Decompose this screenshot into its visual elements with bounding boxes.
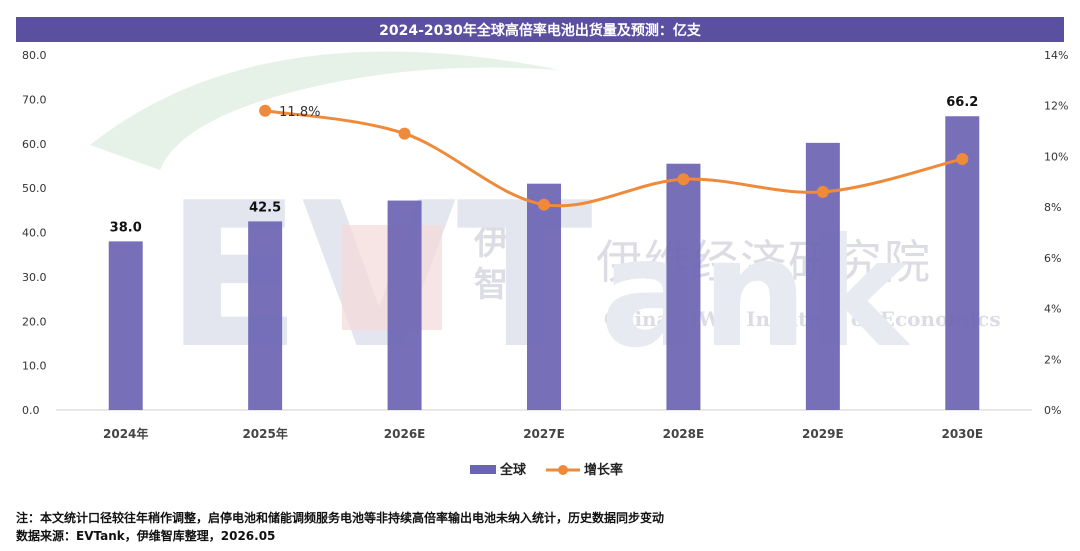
bar-1 bbox=[108, 241, 143, 410]
watermark-ank-shape: ank bbox=[600, 207, 911, 381]
y-right-tick-label: 14% bbox=[1044, 49, 1068, 62]
growth-rate-point-2 bbox=[259, 104, 272, 117]
bar-7 bbox=[945, 116, 980, 411]
legend-bar-swatch bbox=[470, 465, 496, 474]
footnote-source: 数据来源：EVTank，伊维智库整理，2026.05 bbox=[16, 529, 276, 543]
x-tick-label: 2024年 bbox=[103, 426, 148, 441]
y-left-tick-label: 0.0 bbox=[22, 404, 40, 417]
bar-6 bbox=[805, 142, 840, 411]
x-tick-label: 2025年 bbox=[242, 426, 287, 441]
bar-3 bbox=[387, 200, 422, 410]
y-left-tick-label: 40.0 bbox=[22, 227, 47, 240]
y-left-tick-label: 50.0 bbox=[22, 182, 47, 195]
line-data-label: 11.8% bbox=[279, 105, 320, 120]
footnote-note: 注：本文统计口径较往年稍作调整，启停电池和储能调频服务电池等非持续高倍率输出电池… bbox=[16, 511, 665, 525]
y-left-tick-label: 20.0 bbox=[22, 315, 47, 328]
bar-5 bbox=[666, 163, 701, 410]
y-left-tick-label: 30.0 bbox=[22, 271, 47, 284]
x-tick-label: 2029E bbox=[802, 427, 844, 441]
growth-rate-point-5 bbox=[677, 173, 690, 186]
y-right-tick-label: 0% bbox=[1044, 404, 1061, 417]
chart-canvas: EVTank0.010.020.030.040.050.060.070.080.… bbox=[22, 49, 1068, 478]
y-right-tick-label: 6% bbox=[1044, 252, 1061, 265]
legend-line-label: 增长率 bbox=[584, 462, 623, 478]
x-tick-label: 2030E bbox=[941, 427, 983, 441]
bar-data-label: 66.2 bbox=[946, 95, 978, 110]
y-right-tick-label: 2% bbox=[1044, 353, 1061, 366]
bar-4 bbox=[527, 183, 561, 410]
growth-rate-line bbox=[264, 109, 963, 208]
legend-bar-label: 全球 bbox=[499, 462, 527, 478]
y-right-tick-label: 12% bbox=[1044, 100, 1068, 113]
bar-data-label: 38.0 bbox=[110, 220, 142, 235]
y-right-tick-label: 10% bbox=[1044, 150, 1068, 163]
growth-rate-point-6 bbox=[816, 185, 829, 198]
growth-rate-point-7 bbox=[956, 152, 969, 165]
y-left-tick-label: 60.0 bbox=[22, 138, 47, 151]
legend-line-marker bbox=[558, 465, 568, 475]
bar-data-label: 42.5 bbox=[249, 200, 281, 215]
growth-rate-point-4 bbox=[538, 198, 550, 211]
watermark-swoosh-shape bbox=[90, 51, 560, 170]
chart-title: 2024-2030年全球高倍率电池出货量及预测：亿支 bbox=[16, 17, 1064, 42]
y-right-tick-label: 8% bbox=[1044, 201, 1061, 214]
growth-rate-point-3 bbox=[398, 127, 411, 140]
x-tick-label: 2028E bbox=[663, 427, 705, 441]
y-right-tick-label: 4% bbox=[1044, 303, 1061, 316]
x-tick-label: 2027E bbox=[523, 427, 565, 441]
y-left-tick-label: 70.0 bbox=[22, 93, 47, 106]
y-left-tick-label: 80.0 bbox=[22, 49, 47, 62]
x-tick-label: 2026E bbox=[384, 427, 426, 441]
y-left-tick-label: 10.0 bbox=[22, 360, 47, 373]
bar-2 bbox=[248, 221, 283, 410]
